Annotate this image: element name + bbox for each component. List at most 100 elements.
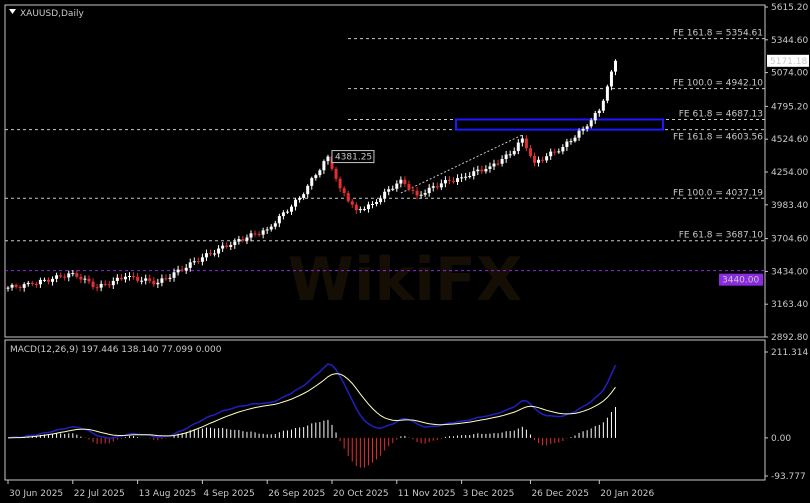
candle-body — [257, 234, 261, 236]
candle-body — [460, 177, 464, 179]
fib-label: FE 100.0 = 4942.10 — [673, 79, 763, 89]
candle-body — [334, 168, 338, 179]
candle-body — [500, 159, 504, 164]
candle-body — [115, 277, 119, 281]
candle-body — [119, 277, 123, 280]
candle-body — [524, 138, 528, 149]
candle-body — [391, 188, 395, 190]
candle-body — [75, 273, 79, 277]
candle-body — [59, 275, 63, 277]
candle-body — [156, 282, 160, 285]
candle-body — [128, 276, 131, 278]
current-price-label: 5171.18 — [770, 57, 807, 67]
candle-body — [423, 193, 427, 195]
candle-body — [318, 170, 322, 176]
candle-body — [443, 180, 447, 184]
x-tick-label: 3 Dec 2025 — [463, 489, 515, 499]
candle-body — [614, 60, 617, 72]
candle-body — [322, 161, 326, 171]
candle-body — [350, 201, 354, 205]
candle-body — [520, 138, 524, 143]
watermark-logo: WikiFX — [288, 245, 522, 315]
candle-body — [241, 239, 245, 241]
candle-body — [383, 191, 387, 199]
candle-body — [415, 190, 419, 196]
candle-body — [484, 168, 488, 172]
candle-body — [164, 278, 168, 280]
candle-body — [79, 276, 83, 280]
candle-body — [358, 209, 362, 211]
candle-body — [160, 278, 164, 283]
candle-body — [447, 180, 451, 182]
macd-y-tick-label: 0.00 — [771, 434, 791, 444]
candle-body — [512, 151, 516, 155]
candle-body — [148, 278, 152, 281]
candle-body — [464, 176, 468, 178]
fib-label: FE 100.0 = 4037.19 — [673, 188, 763, 198]
candle-body — [6, 287, 10, 289]
candle-body — [22, 284, 26, 288]
macd-y-tick-label: 211.314 — [771, 348, 808, 358]
candle-body — [545, 156, 549, 161]
peak-price-box — [331, 150, 375, 164]
candle-body — [310, 178, 314, 186]
collapse-triangle-icon[interactable] — [9, 9, 16, 14]
fib-label: FE 61.8 = 3687.10 — [679, 231, 764, 241]
candle-body — [387, 189, 391, 192]
candle-body — [140, 280, 144, 282]
candle-body — [221, 245, 225, 249]
macd-y-tick-label: -93.777 — [771, 472, 806, 482]
candle-body — [549, 151, 553, 157]
candle-body — [411, 189, 415, 191]
candle-body — [277, 216, 281, 224]
candle-body — [261, 230, 265, 235]
x-tick-label: 22 Jul 2025 — [74, 489, 125, 499]
x-tick-label: 26 Dec 2025 — [531, 489, 589, 499]
candle-body — [573, 137, 577, 142]
candle-body — [472, 171, 476, 177]
fib-label: FE 161.8 = 5354.61 — [673, 29, 763, 39]
y-tick-label: 2892.80 — [771, 333, 808, 343]
candle-body — [597, 110, 601, 114]
peak-price-label: 4381.25 — [335, 153, 372, 163]
y-tick-label: 5074.00 — [771, 69, 808, 79]
candle-body — [427, 187, 431, 194]
candle-body — [379, 198, 383, 203]
candle-body — [42, 279, 46, 281]
candle-body — [192, 261, 196, 263]
candle-body — [67, 273, 71, 278]
candle-body — [30, 282, 34, 285]
candle-body — [504, 154, 508, 160]
candle-body — [585, 126, 589, 129]
fib-label: FE 61.8 = 4687.13 — [679, 109, 763, 119]
main-panel-frame — [4, 4, 766, 338]
candle-body — [269, 226, 273, 230]
candle-body — [553, 151, 557, 153]
candle-body — [95, 287, 99, 289]
x-tick-label: 26 Sep 2025 — [268, 489, 325, 499]
candle-body — [354, 204, 358, 211]
candle-body — [63, 276, 67, 278]
candle-body — [144, 278, 148, 281]
candle-body — [10, 284, 14, 288]
candle-body — [439, 183, 443, 188]
candle-body — [209, 253, 212, 255]
candle-body — [172, 272, 176, 278]
candle-body — [217, 248, 221, 254]
candle-body — [245, 237, 249, 241]
candle-body — [233, 241, 237, 246]
candle-body — [87, 278, 91, 282]
candle-body — [362, 209, 366, 211]
candle-body — [537, 159, 541, 163]
candle-body — [338, 178, 342, 189]
candle-body — [200, 257, 204, 262]
candle-body — [107, 284, 111, 286]
candle-body — [589, 120, 593, 127]
candle-body — [508, 154, 512, 156]
chart-title: XAUUSD,Daily — [20, 9, 84, 19]
candle-body — [601, 100, 605, 111]
y-tick-label: 4254.00 — [771, 168, 808, 178]
x-tick-label: 11 Nov 2025 — [398, 489, 456, 499]
candle-body — [196, 261, 200, 263]
